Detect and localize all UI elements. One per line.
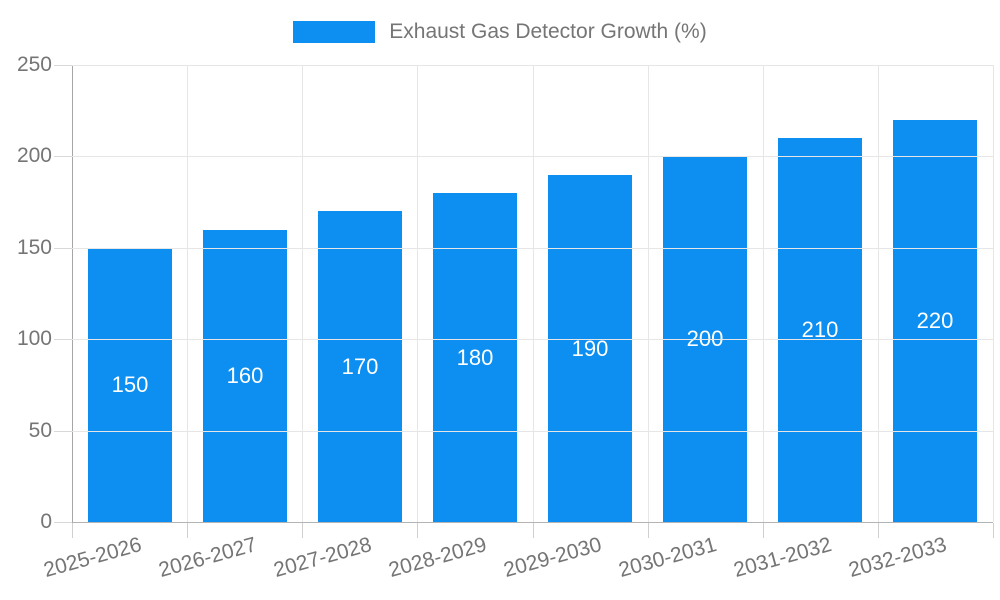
x-axis-tick	[763, 523, 764, 538]
bar: 190	[548, 175, 632, 522]
y-axis-label: 100	[16, 327, 52, 350]
bar: 160	[203, 230, 287, 522]
bar-value-label: 220	[916, 308, 954, 333]
y-axis-tick	[54, 431, 72, 432]
x-axis-tick	[72, 523, 73, 538]
bar: 210	[778, 138, 862, 522]
bar: 170	[318, 211, 402, 522]
y-axis-tick	[54, 339, 72, 340]
gridline-v	[302, 65, 303, 522]
gridline-v	[878, 65, 879, 522]
y-axis-label: 150	[16, 236, 52, 259]
gridline-v	[648, 65, 649, 522]
gridline-v	[763, 65, 764, 522]
y-axis-label: 250	[16, 53, 52, 76]
y-axis-label: 50	[28, 419, 52, 442]
plot-area	[72, 65, 993, 523]
x-axis-tick	[187, 523, 188, 538]
x-axis-tick	[993, 523, 994, 538]
bar-value-label: 190	[571, 336, 609, 361]
chart-legend: Exhaust Gas Detector Growth (%)	[0, 20, 1000, 43]
bar-value-label: 160	[226, 363, 264, 388]
y-axis-tick	[54, 522, 72, 523]
legend-swatch	[293, 21, 376, 43]
bar: 150	[88, 248, 172, 522]
bar-value-label: 180	[456, 345, 494, 370]
x-axis-tick	[302, 523, 303, 538]
y-axis-tick	[54, 65, 72, 66]
x-axis-tick	[648, 523, 649, 538]
bar-value-label: 170	[341, 354, 379, 379]
bar-value-label: 150	[111, 372, 149, 397]
bar-value-label: 200	[686, 326, 724, 351]
gridline-v	[187, 65, 188, 522]
y-axis-label: 0	[40, 510, 52, 533]
y-axis-tick	[54, 248, 72, 249]
y-axis-label: 200	[16, 144, 52, 167]
bar: 180	[433, 193, 517, 522]
gridline-v	[417, 65, 418, 522]
x-axis-tick	[533, 523, 534, 538]
gridline-v	[993, 65, 994, 522]
bar-value-label: 210	[801, 317, 839, 342]
bar: 220	[893, 120, 977, 522]
x-axis-tick	[417, 523, 418, 538]
legend-label: Exhaust Gas Detector Growth (%)	[389, 20, 707, 43]
y-axis-tick	[54, 156, 72, 157]
gridline-v	[533, 65, 534, 522]
x-axis-tick	[878, 523, 879, 538]
